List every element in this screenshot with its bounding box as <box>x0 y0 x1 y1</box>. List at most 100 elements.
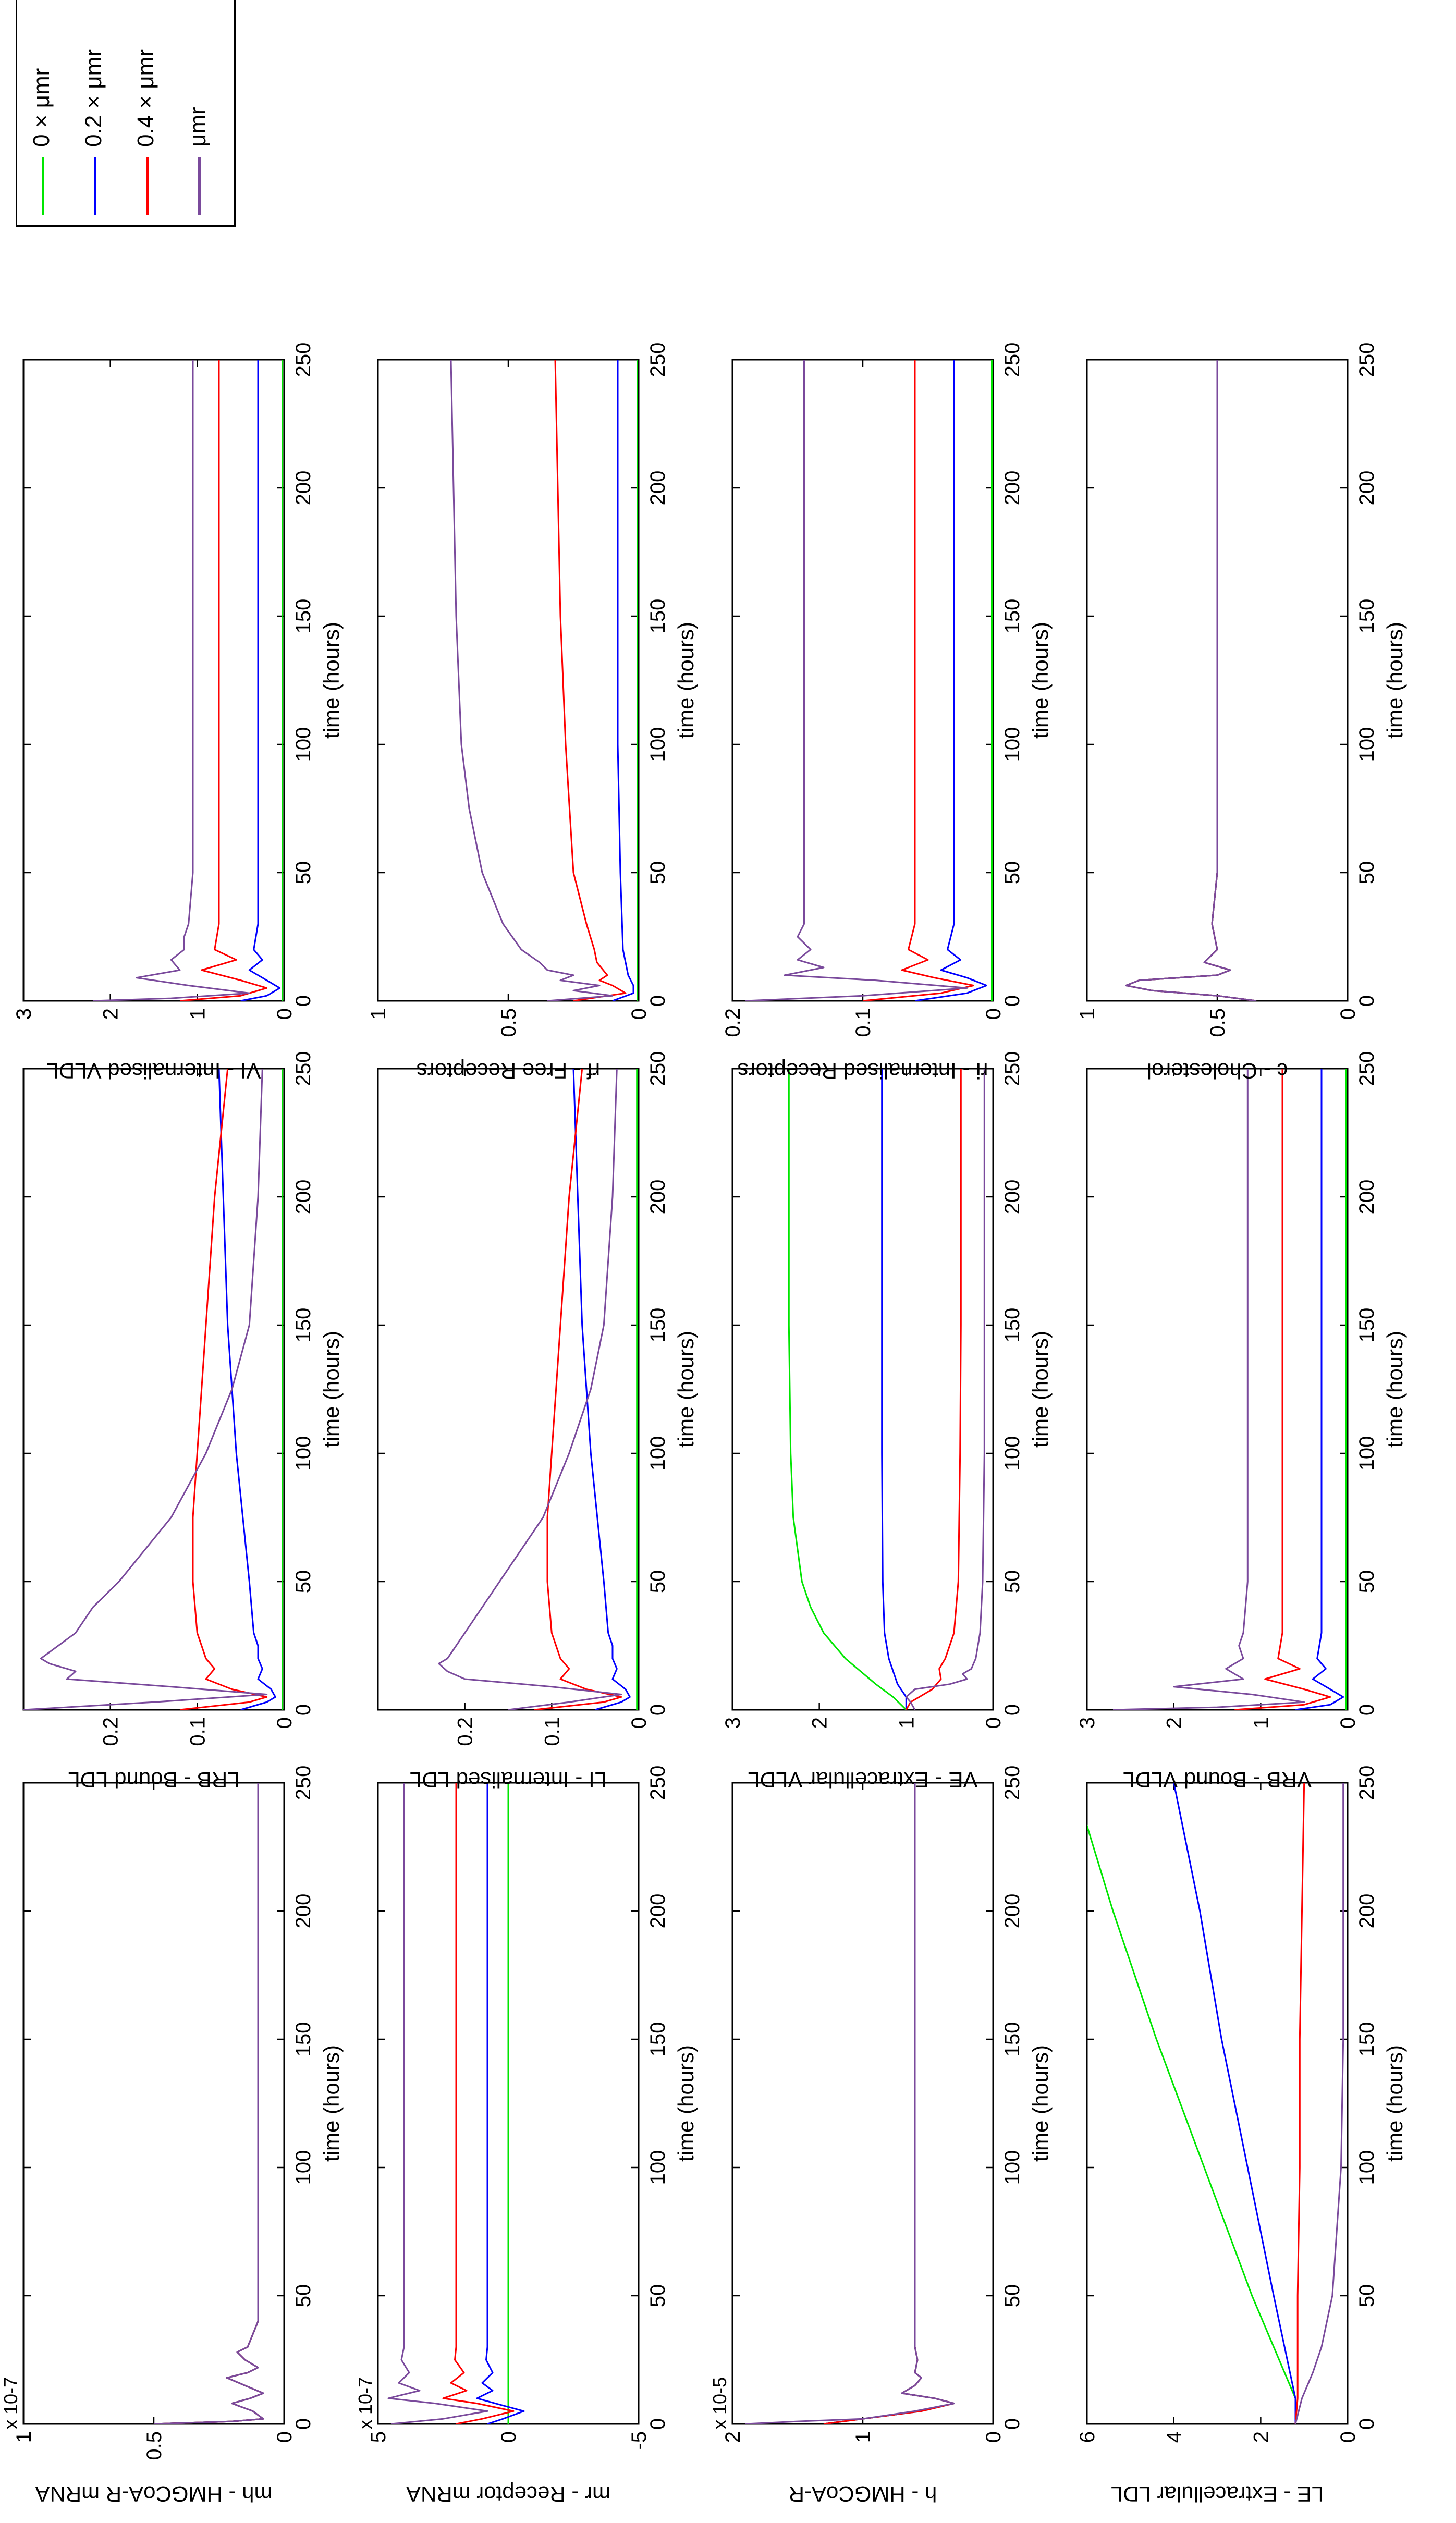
x-tick-label: 250 <box>646 1766 669 1801</box>
series-line <box>476 1783 525 2424</box>
y-tick-label: 1 <box>1250 1717 1273 1729</box>
y-axis-label: h - HMGCoA-R <box>789 2482 937 2506</box>
x-tick-label: 200 <box>292 471 315 506</box>
subplot-LRB: 0 50 100 150 200 250 0 0.1 0.2 time (hours) LRB - … <box>22 1051 344 1792</box>
x-tick-label: 0 <box>646 1704 669 1716</box>
x-axis-label: time (hours) <box>319 2045 344 2162</box>
x-tick-label: 0 <box>292 2418 315 2430</box>
y-tick-label: 0 <box>497 2431 520 2443</box>
series-line <box>905 1069 962 1710</box>
x-tick-label: 150 <box>1355 599 1378 634</box>
x-tick-label: 150 <box>1001 599 1024 634</box>
x-tick-label: 150 <box>646 599 669 634</box>
subplot-VRB: 0 50 100 150 200 250 0 1 2 3 time (hours) VRB - Bou… <box>1076 1051 1407 1792</box>
y-tick-label: 0 <box>982 2431 1005 2443</box>
y-tick-label: 2 <box>809 1717 831 1729</box>
x-tick-label: 150 <box>1001 2022 1024 2057</box>
series-group <box>745 360 993 1001</box>
x-tick-label: 50 <box>292 2284 315 2308</box>
x-tick-label: 0 <box>1355 1704 1378 1716</box>
x-tick-label: 100 <box>646 2150 669 2185</box>
x-tick-label: 200 <box>646 471 669 506</box>
x-tick-label: 0 <box>1001 2418 1024 2430</box>
subplot-h: 0 50 100 150 200 250 0 1 2 time (hours) h - HMGCoA… <box>709 1766 1053 2506</box>
legend-item: 0.4 × μmr <box>127 6 168 215</box>
series-line <box>572 1069 631 1710</box>
y-tick-label: 0.5 <box>497 1008 520 1037</box>
y-tick-label: 0.1 <box>852 1008 875 1037</box>
x-tick-label: 150 <box>292 2022 315 2057</box>
plot-frame <box>22 1782 285 2425</box>
x-tick-label: 200 <box>1355 1180 1378 1215</box>
x-tick-label: 0 <box>1001 1704 1024 1716</box>
y-tick-label: 3 <box>13 1008 35 1020</box>
legend-line-blue <box>94 157 96 215</box>
x-tick-label: 100 <box>1355 1436 1378 1471</box>
x-tick-label: 50 <box>292 1570 315 1594</box>
series-line <box>862 360 974 1001</box>
y-tick-label: 0.2 <box>100 1717 123 1746</box>
legend-label: 0.2 × μmr <box>81 49 106 147</box>
series-group <box>387 1783 525 2424</box>
y-tick-label: 0.5 <box>1206 1008 1229 1037</box>
series-line <box>1234 1069 1331 1710</box>
x-tick-label: 0 <box>292 995 315 1007</box>
y-axis-label: rf - Free Receptors <box>417 1059 600 1083</box>
plot-frame <box>22 1068 285 1711</box>
x-tick-label: 250 <box>1001 342 1024 377</box>
series-group <box>745 1783 955 2424</box>
x-tick-label: 0 <box>292 1704 315 1716</box>
subplot-VI: 0 50 100 150 200 250 0 1 2 3 time (hours) VI - Inte… <box>13 342 344 1083</box>
x-tick-label: 0 <box>646 995 669 1007</box>
y-tick-label: 0.1 <box>541 1717 564 1746</box>
series-line <box>153 1783 264 2424</box>
series-line <box>179 360 268 1001</box>
legend: 0 × μmr 0.2 × μmr 0.4 × μmr μmr <box>16 0 236 227</box>
y-tick-label: 4 <box>1163 2431 1186 2443</box>
x-axis-label: time (hours) <box>674 622 698 739</box>
y-tick-label: 0 <box>1337 1008 1360 1020</box>
y-tick-label: 0 <box>628 1717 651 1729</box>
x-axis-label: time (hours) <box>319 1331 344 1448</box>
x-tick-label: 250 <box>646 342 669 377</box>
y-tick-label: 2 <box>1163 1717 1186 1729</box>
x-tick-label: 50 <box>646 2284 669 2308</box>
x-tick-label: 200 <box>292 1180 315 1215</box>
x-tick-label: 50 <box>1001 861 1024 885</box>
x-tick-label: 150 <box>1355 1308 1378 1343</box>
y-tick-label: -5 <box>628 2431 651 2450</box>
subplot-ri: 0 50 100 150 200 250 0 0.1 0.2 time (hours) ri - I… <box>721 342 1053 1083</box>
x-tick-label: 250 <box>1001 1766 1024 1801</box>
x-tick-label: 150 <box>292 1308 315 1343</box>
x-tick-label: 150 <box>1001 1308 1024 1343</box>
x-tick-label: 100 <box>1355 727 1378 762</box>
x-tick-label: 200 <box>1001 471 1024 506</box>
x-tick-label: 250 <box>292 1051 315 1086</box>
x-tick-label: 200 <box>1355 471 1378 506</box>
x-tick-label: 200 <box>292 1894 315 1929</box>
x-tick-label: 50 <box>646 861 669 885</box>
x-tick-label: 50 <box>1001 1570 1024 1594</box>
y-axis-label: LE - Extracellular LDL <box>1111 2482 1324 2506</box>
y-tick-label: 1 <box>852 2431 875 2443</box>
y-tick-label: 1 <box>13 2431 35 2443</box>
x-axis-label: time (hours) <box>1382 1331 1407 1448</box>
legend-item: 0 × μmr <box>22 6 64 215</box>
x-tick-label: 200 <box>646 1894 669 1929</box>
y-tick-label: 1 <box>186 1008 209 1020</box>
y-tick-label: 1 <box>1076 1008 1099 1020</box>
subplot-LI: 0 50 100 150 200 250 0 0.1 0.2 time (hours) LI - I… <box>377 1051 698 1792</box>
y-tick-label: 0.2 <box>454 1717 477 1746</box>
x-axis-label: time (hours) <box>1028 622 1053 739</box>
plot-frame <box>731 1782 994 2425</box>
series-line <box>218 1069 276 1710</box>
series-line <box>179 1069 268 1710</box>
series-group <box>93 360 284 1001</box>
series-group <box>1087 1783 1344 2424</box>
y-axis-label: LI - Internalised LDL <box>410 1768 607 1792</box>
series-line <box>387 1783 488 2424</box>
series-line <box>554 360 627 1001</box>
x-tick-label: 250 <box>292 342 315 377</box>
